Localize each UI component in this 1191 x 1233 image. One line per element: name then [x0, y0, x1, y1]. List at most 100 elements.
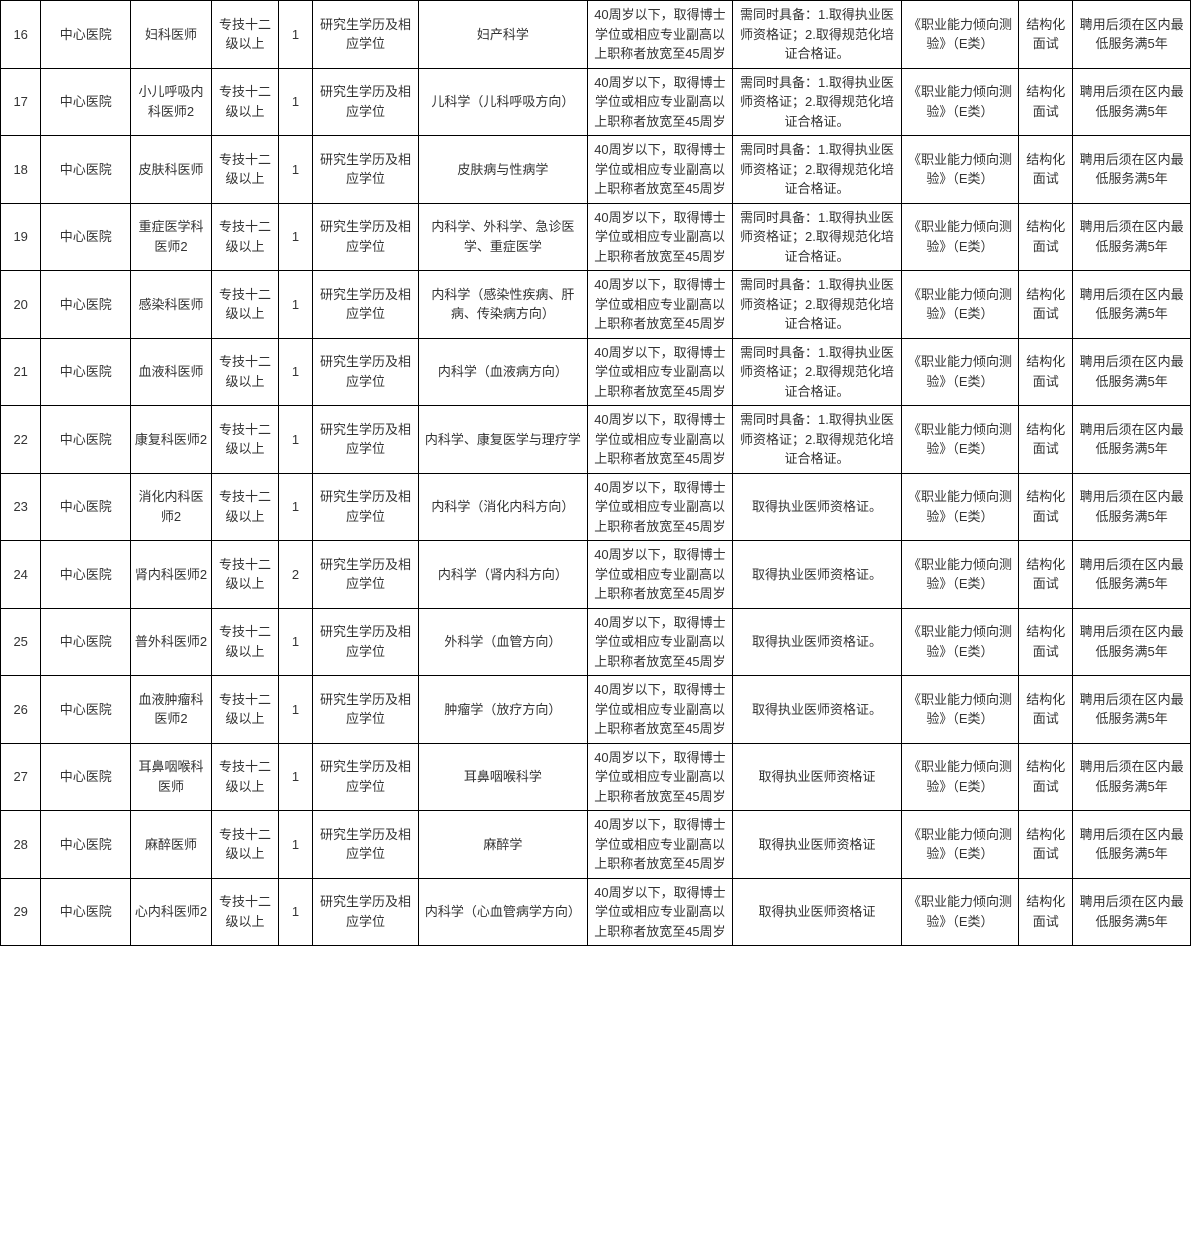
table-cell: 心内科医师2: [131, 878, 212, 946]
table-cell: 《职业能力倾向测验》（E类）: [901, 811, 1019, 879]
table-cell: 聘用后须在区内最低服务满5年: [1073, 338, 1191, 406]
table-cell: 40周岁以下，取得博士学位或相应专业副高以上职称者放宽至45周岁: [587, 541, 733, 609]
table-row: 26中心医院血液肿瘤科医师2专技十二级以上1研究生学历及相应学位肿瘤学（放疗方向…: [1, 676, 1191, 744]
table-cell: 1: [279, 608, 313, 676]
table-cell: 中心医院: [41, 68, 131, 136]
table-cell: 18: [1, 136, 41, 204]
table-cell: 1: [279, 271, 313, 339]
table-cell: 21: [1, 338, 41, 406]
table-cell: 专技十二级以上: [211, 271, 278, 339]
table-cell: 取得执业医师资格证: [733, 878, 901, 946]
table-cell: 《职业能力倾向测验》（E类）: [901, 338, 1019, 406]
table-cell: 研究生学历及相应学位: [312, 811, 419, 879]
table-cell: 24: [1, 541, 41, 609]
table-cell: 40周岁以下，取得博士学位或相应专业副高以上职称者放宽至45周岁: [587, 203, 733, 271]
table-cell: 内科学、康复医学与理疗学: [419, 406, 587, 474]
table-cell: 40周岁以下，取得博士学位或相应专业副高以上职称者放宽至45周岁: [587, 136, 733, 204]
table-cell: 感染科医师: [131, 271, 212, 339]
table-cell: 结构化面试: [1019, 878, 1073, 946]
table-cell: 聘用后须在区内最低服务满5年: [1073, 878, 1191, 946]
table-cell: 1: [279, 203, 313, 271]
table-cell: 取得执业医师资格证: [733, 743, 901, 811]
table-cell: 结构化面试: [1019, 406, 1073, 474]
table-cell: 1: [279, 743, 313, 811]
table-cell: 血液肿瘤科医师2: [131, 676, 212, 744]
table-cell: 取得执业医师资格证。: [733, 676, 901, 744]
table-cell: 内科学（感染性疾病、肝病、传染病方向）: [419, 271, 587, 339]
table-cell: 《职业能力倾向测验》（E类）: [901, 473, 1019, 541]
table-cell: 40周岁以下，取得博士学位或相应专业副高以上职称者放宽至45周岁: [587, 608, 733, 676]
table-cell: 内科学（心血管病学方向）: [419, 878, 587, 946]
table-cell: 1: [279, 878, 313, 946]
table-cell: 研究生学历及相应学位: [312, 878, 419, 946]
table-cell: 外科学（血管方向）: [419, 608, 587, 676]
table-cell: 研究生学历及相应学位: [312, 203, 419, 271]
table-cell: 肿瘤学（放疗方向）: [419, 676, 587, 744]
table-cell: 聘用后须在区内最低服务满5年: [1073, 68, 1191, 136]
table-cell: 专技十二级以上: [211, 1, 278, 69]
table-cell: 结构化面试: [1019, 203, 1073, 271]
table-cell: 40周岁以下，取得博士学位或相应专业副高以上职称者放宽至45周岁: [587, 811, 733, 879]
table-cell: 专技十二级以上: [211, 68, 278, 136]
table-cell: 19: [1, 203, 41, 271]
table-cell: 康复科医师2: [131, 406, 212, 474]
table-cell: 研究生学历及相应学位: [312, 338, 419, 406]
table-cell: 专技十二级以上: [211, 406, 278, 474]
table-cell: 1: [279, 676, 313, 744]
table-cell: 研究生学历及相应学位: [312, 541, 419, 609]
table-cell: 结构化面试: [1019, 811, 1073, 879]
table-cell: 需同时具备：1.取得执业医师资格证；2.取得规范化培证合格证。: [733, 203, 901, 271]
table-cell: 耳鼻咽喉科医师: [131, 743, 212, 811]
table-row: 17中心医院小儿呼吸内科医师2专技十二级以上1研究生学历及相应学位儿科学（儿科呼…: [1, 68, 1191, 136]
table-cell: 结构化面试: [1019, 676, 1073, 744]
table-cell: 《职业能力倾向测验》（E类）: [901, 68, 1019, 136]
table-cell: 40周岁以下，取得博士学位或相应专业副高以上职称者放宽至45周岁: [587, 676, 733, 744]
table-cell: 1: [279, 1, 313, 69]
table-cell: 聘用后须在区内最低服务满5年: [1073, 1, 1191, 69]
table-cell: 结构化面试: [1019, 473, 1073, 541]
table-cell: 中心医院: [41, 743, 131, 811]
table-cell: 17: [1, 68, 41, 136]
table-row: 19中心医院重症医学科医师2专技十二级以上1研究生学历及相应学位内科学、外科学、…: [1, 203, 1191, 271]
table-cell: 研究生学历及相应学位: [312, 676, 419, 744]
table-cell: 需同时具备：1.取得执业医师资格证；2.取得规范化培证合格证。: [733, 338, 901, 406]
table-cell: 中心医院: [41, 271, 131, 339]
table-cell: 1: [279, 136, 313, 204]
table-cell: 中心医院: [41, 136, 131, 204]
table-row: 28中心医院麻醉医师专技十二级以上1研究生学历及相应学位麻醉学40周岁以下，取得…: [1, 811, 1191, 879]
table-cell: 1: [279, 406, 313, 474]
table-cell: 25: [1, 608, 41, 676]
table-cell: 40周岁以下，取得博士学位或相应专业副高以上职称者放宽至45周岁: [587, 406, 733, 474]
table-cell: 专技十二级以上: [211, 811, 278, 879]
table-cell: 结构化面试: [1019, 541, 1073, 609]
table-cell: 中心医院: [41, 676, 131, 744]
table-cell: 麻醉医师: [131, 811, 212, 879]
table-cell: 血液科医师: [131, 338, 212, 406]
table-cell: 40周岁以下，取得博士学位或相应专业副高以上职称者放宽至45周岁: [587, 473, 733, 541]
table-cell: 需同时具备：1.取得执业医师资格证；2.取得规范化培证合格证。: [733, 136, 901, 204]
table-row: 16中心医院妇科医师专技十二级以上1研究生学历及相应学位妇产科学40周岁以下，取…: [1, 1, 1191, 69]
table-row: 25中心医院普外科医师2专技十二级以上1研究生学历及相应学位外科学（血管方向）4…: [1, 608, 1191, 676]
table-cell: 聘用后须在区内最低服务满5年: [1073, 136, 1191, 204]
table-cell: 结构化面试: [1019, 271, 1073, 339]
table-cell: 麻醉学: [419, 811, 587, 879]
table-cell: 中心医院: [41, 878, 131, 946]
table-cell: 聘用后须在区内最低服务满5年: [1073, 743, 1191, 811]
table-cell: 《职业能力倾向测验》（E类）: [901, 136, 1019, 204]
table-cell: 中心医院: [41, 811, 131, 879]
table-cell: 取得执业医师资格证: [733, 811, 901, 879]
table-row: 27中心医院耳鼻咽喉科医师专技十二级以上1研究生学历及相应学位耳鼻咽喉科学40周…: [1, 743, 1191, 811]
table-cell: 《职业能力倾向测验》（E类）: [901, 878, 1019, 946]
table-cell: 结构化面试: [1019, 338, 1073, 406]
table-cell: 结构化面试: [1019, 743, 1073, 811]
table-cell: 妇科医师: [131, 1, 212, 69]
table-cell: 皮肤科医师: [131, 136, 212, 204]
table-cell: 中心医院: [41, 608, 131, 676]
table-cell: 聘用后须在区内最低服务满5年: [1073, 473, 1191, 541]
table-cell: 妇产科学: [419, 1, 587, 69]
table-cell: 研究生学历及相应学位: [312, 743, 419, 811]
table-cell: 结构化面试: [1019, 136, 1073, 204]
table-cell: 1: [279, 473, 313, 541]
table-cell: 中心医院: [41, 203, 131, 271]
table-cell: 专技十二级以上: [211, 878, 278, 946]
